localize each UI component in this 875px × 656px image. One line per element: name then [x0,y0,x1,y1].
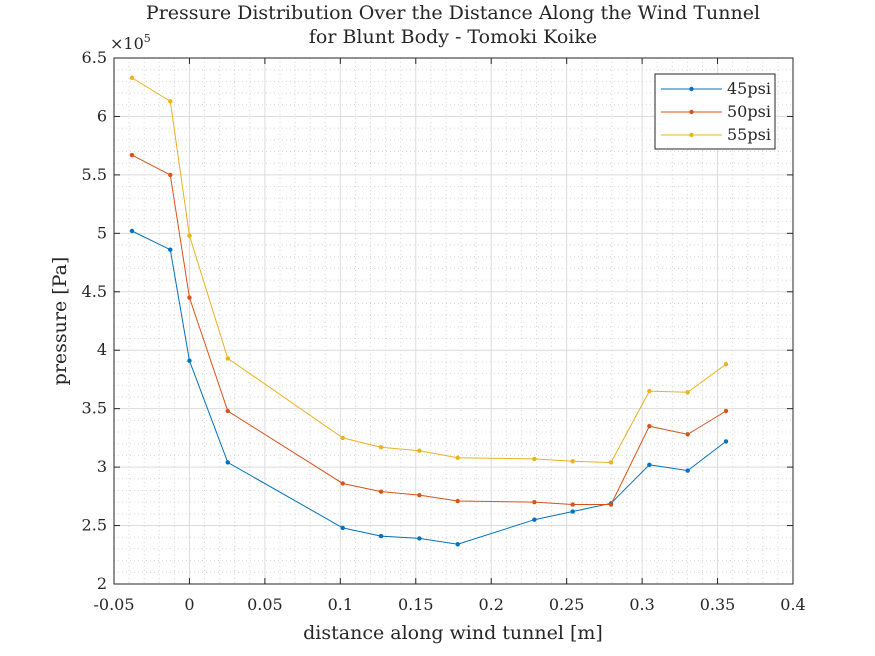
x-tick-label: -0.05 [93,595,134,614]
data-point-50psi [609,502,613,506]
y-tick-label: 6.5 [82,48,107,67]
data-point-55psi [685,390,689,394]
data-point-50psi [168,173,172,177]
data-point-55psi [417,449,421,453]
legend-marker-55psi [689,133,693,137]
legend-label: 45psi [727,79,771,98]
data-point-50psi [187,295,191,299]
chart-subtitle: for Blunt Body - Tomoki Koike [309,26,597,48]
data-point-45psi [379,534,383,538]
x-tick-label: 0.3 [629,595,654,614]
data-point-55psi [532,457,536,461]
data-point-55psi [609,460,613,464]
data-point-45psi [571,509,575,513]
legend-label: 55psi [727,125,771,144]
data-point-45psi [647,463,651,467]
data-point-50psi [571,502,575,506]
data-point-45psi [417,536,421,540]
data-point-50psi [226,409,230,413]
data-point-45psi [226,460,230,464]
x-tick-label: 0.4 [780,595,805,614]
data-point-55psi [647,389,651,393]
x-tick-label: 0.25 [549,595,585,614]
data-point-45psi [168,248,172,252]
data-point-45psi [724,439,728,443]
data-point-55psi [187,233,191,237]
data-point-55psi [456,456,460,460]
legend-marker-50psi [689,110,693,114]
data-point-55psi [130,76,134,80]
x-axis-label: distance along wind tunnel [m] [303,622,603,644]
y-tick-label: 2.5 [82,516,107,535]
y-tick-label: 6 [97,106,107,125]
x-tick-label: 0.05 [247,595,283,614]
chart-title: Pressure Distribution Over the Distance … [146,2,760,24]
data-point-55psi [379,445,383,449]
data-point-50psi [456,499,460,503]
x-tick-label: 0.1 [328,595,353,614]
data-point-50psi [685,432,689,436]
data-point-45psi [456,542,460,546]
y-tick-label: 3 [97,457,107,476]
data-point-50psi [532,500,536,504]
y-tick-label: 2 [97,574,107,593]
data-point-45psi [187,359,191,363]
data-point-55psi [571,459,575,463]
data-point-50psi [647,424,651,428]
data-point-45psi [341,526,345,530]
x-tick-label: 0 [184,595,194,614]
data-point-50psi [724,409,728,413]
y-tick-label: 4 [97,340,107,359]
y-tick-label: 5.5 [82,165,107,184]
data-point-55psi [168,99,172,103]
data-point-55psi [724,362,728,366]
y-tick-label: 4.5 [82,282,107,301]
y-axis-label: pressure [Pa] [49,257,71,386]
y-tick-label: 3.5 [82,399,107,418]
legend-label: 50psi [727,102,771,121]
data-point-55psi [341,436,345,440]
data-point-45psi [130,229,134,233]
data-point-55psi [226,356,230,360]
x-tick-label: 0.15 [398,595,434,614]
legend-marker-45psi [689,87,693,91]
data-point-50psi [379,489,383,493]
data-point-45psi [685,468,689,472]
data-point-50psi [130,153,134,157]
data-point-50psi [341,481,345,485]
x-tick-label: 0.2 [478,595,503,614]
data-point-50psi [417,493,421,497]
data-point-45psi [532,518,536,522]
x-tick-label: 0.35 [700,595,736,614]
y-tick-label: 5 [97,223,107,242]
legend: 45psi 50psi 55psi [655,74,775,149]
